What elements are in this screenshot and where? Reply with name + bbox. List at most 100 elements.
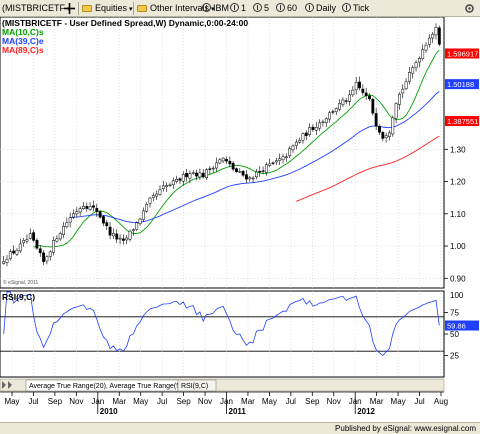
interval-tick-button[interactable]: Tick bbox=[342, 2, 369, 15]
candle-body bbox=[171, 180, 175, 185]
rsi-line bbox=[3, 291, 440, 357]
folder-icon bbox=[137, 5, 147, 12]
candle-body bbox=[255, 171, 258, 178]
x-tick-label: Mar bbox=[112, 397, 126, 406]
year-label: 2012 bbox=[357, 407, 375, 416]
candle-body bbox=[85, 206, 89, 209]
candle-body bbox=[191, 172, 195, 174]
candle-body bbox=[348, 94, 351, 102]
tab-rsi[interactable] bbox=[177, 379, 217, 392]
candle-body bbox=[381, 132, 385, 139]
candle-body bbox=[437, 27, 441, 45]
candle-body bbox=[338, 103, 341, 110]
candle-body bbox=[407, 72, 411, 82]
tab-scroll-icon[interactable] bbox=[8, 381, 12, 389]
candle-body bbox=[241, 170, 245, 176]
candle-body bbox=[304, 132, 308, 136]
interval-icon bbox=[202, 3, 211, 12]
candle-body bbox=[321, 121, 325, 124]
interval-icon bbox=[342, 3, 351, 12]
last-value-badge bbox=[445, 116, 479, 127]
tab-scroll-icon[interactable] bbox=[2, 381, 6, 389]
candle-body bbox=[228, 160, 232, 165]
candle-body bbox=[2, 261, 6, 264]
candle-body bbox=[318, 122, 322, 129]
tab-rsi-label: RSI(9,C) bbox=[181, 383, 208, 390]
candle-body bbox=[181, 174, 185, 182]
y-tick-label: 1.00 bbox=[450, 242, 466, 251]
candle-body bbox=[121, 238, 125, 241]
candle-body bbox=[344, 100, 348, 102]
candle-body bbox=[95, 207, 99, 212]
last-value-badge bbox=[445, 48, 479, 59]
candle-body bbox=[231, 162, 235, 170]
candle-body bbox=[198, 172, 202, 178]
legend-ma10: MA(10,C)s bbox=[2, 27, 44, 37]
candle-body bbox=[368, 95, 371, 100]
candle-body bbox=[424, 44, 428, 51]
candle-body bbox=[354, 82, 358, 91]
candle-body bbox=[311, 126, 315, 130]
interval-daily-button[interactable]: Daily bbox=[305, 2, 336, 15]
candle-body bbox=[334, 108, 338, 112]
x-tick-label: May bbox=[133, 397, 148, 406]
candle-body bbox=[42, 252, 45, 262]
candle-body bbox=[52, 240, 55, 253]
y-tick-label: 0.90 bbox=[450, 274, 466, 283]
price-chart-title: (MISTBRICETF - User Defined Spread,W) Dy… bbox=[2, 18, 248, 28]
candle-body bbox=[141, 210, 145, 220]
candle-body bbox=[161, 185, 165, 189]
interval-icon bbox=[305, 3, 314, 12]
candle-body bbox=[308, 127, 312, 135]
candle-body bbox=[205, 169, 208, 179]
x-tick-label: Jul bbox=[414, 397, 424, 406]
candle-body bbox=[211, 167, 215, 170]
candle-body bbox=[48, 251, 52, 257]
settings-icon[interactable] bbox=[464, 3, 475, 14]
candle-body bbox=[175, 179, 179, 182]
symbol-field[interactable]: (MISTBRICETF▾ bbox=[2, 3, 71, 13]
interval-ibm-button[interactable]: IBM bbox=[202, 2, 229, 15]
candle-body bbox=[25, 239, 29, 242]
candle-body bbox=[62, 226, 65, 235]
candle-body bbox=[32, 232, 36, 241]
crosshair-icon[interactable] bbox=[64, 3, 75, 14]
y-tick-label: 1.10 bbox=[450, 210, 466, 219]
candle-body bbox=[434, 27, 438, 36]
candle-body bbox=[341, 99, 345, 105]
equities-menu[interactable]: Equities ▾ bbox=[82, 2, 133, 15]
candle-body bbox=[394, 103, 398, 119]
candle-body bbox=[331, 111, 335, 113]
candle-body bbox=[138, 218, 142, 224]
tab-atr-label: Average True Range(20), Average True Ran… bbox=[29, 383, 182, 390]
price-y-axis: 0.90 1.00 1.10 1.20 1.30 1.596917 1.50188 1.387… bbox=[444, 48, 479, 283]
candle-body bbox=[361, 88, 365, 93]
candle-body bbox=[271, 162, 275, 164]
candle-body bbox=[258, 171, 262, 173]
candle-body bbox=[82, 205, 85, 209]
candle-body bbox=[238, 171, 242, 173]
rsi-tick-label: 50 bbox=[450, 330, 459, 339]
watermark: © eSignal, 2011 bbox=[3, 279, 39, 286]
status-bar: Published by eSignal: www.esignal.com bbox=[0, 422, 480, 434]
candle-body bbox=[125, 237, 129, 241]
x-tick-label: Mar bbox=[241, 397, 255, 406]
chart: (MISTBRICETF - User Defined Spread,W) Dy… bbox=[0, 17, 480, 422]
legend-ma39: MA(39,C)e bbox=[2, 36, 44, 46]
other-intervals-menu[interactable]: Other Intervals ▾ bbox=[137, 2, 215, 15]
candle-body bbox=[248, 177, 252, 180]
candle-body bbox=[168, 184, 172, 186]
x-tick-label: Sep bbox=[48, 397, 63, 406]
candle-body bbox=[328, 112, 332, 120]
interval-60-button[interactable]: 60 bbox=[276, 2, 297, 15]
ma89-line bbox=[296, 135, 440, 202]
x-tick-label: Sep bbox=[176, 397, 191, 406]
last-value-label: 1.596917 bbox=[447, 49, 478, 58]
candle-body bbox=[15, 249, 19, 255]
x-tick-label: Jul bbox=[28, 397, 38, 406]
candle-body bbox=[431, 33, 435, 39]
candle-body bbox=[261, 170, 265, 172]
interval-1-button[interactable]: 1 bbox=[230, 2, 246, 15]
candle-body bbox=[384, 135, 388, 139]
interval-5-button[interactable]: 5 bbox=[253, 2, 269, 15]
